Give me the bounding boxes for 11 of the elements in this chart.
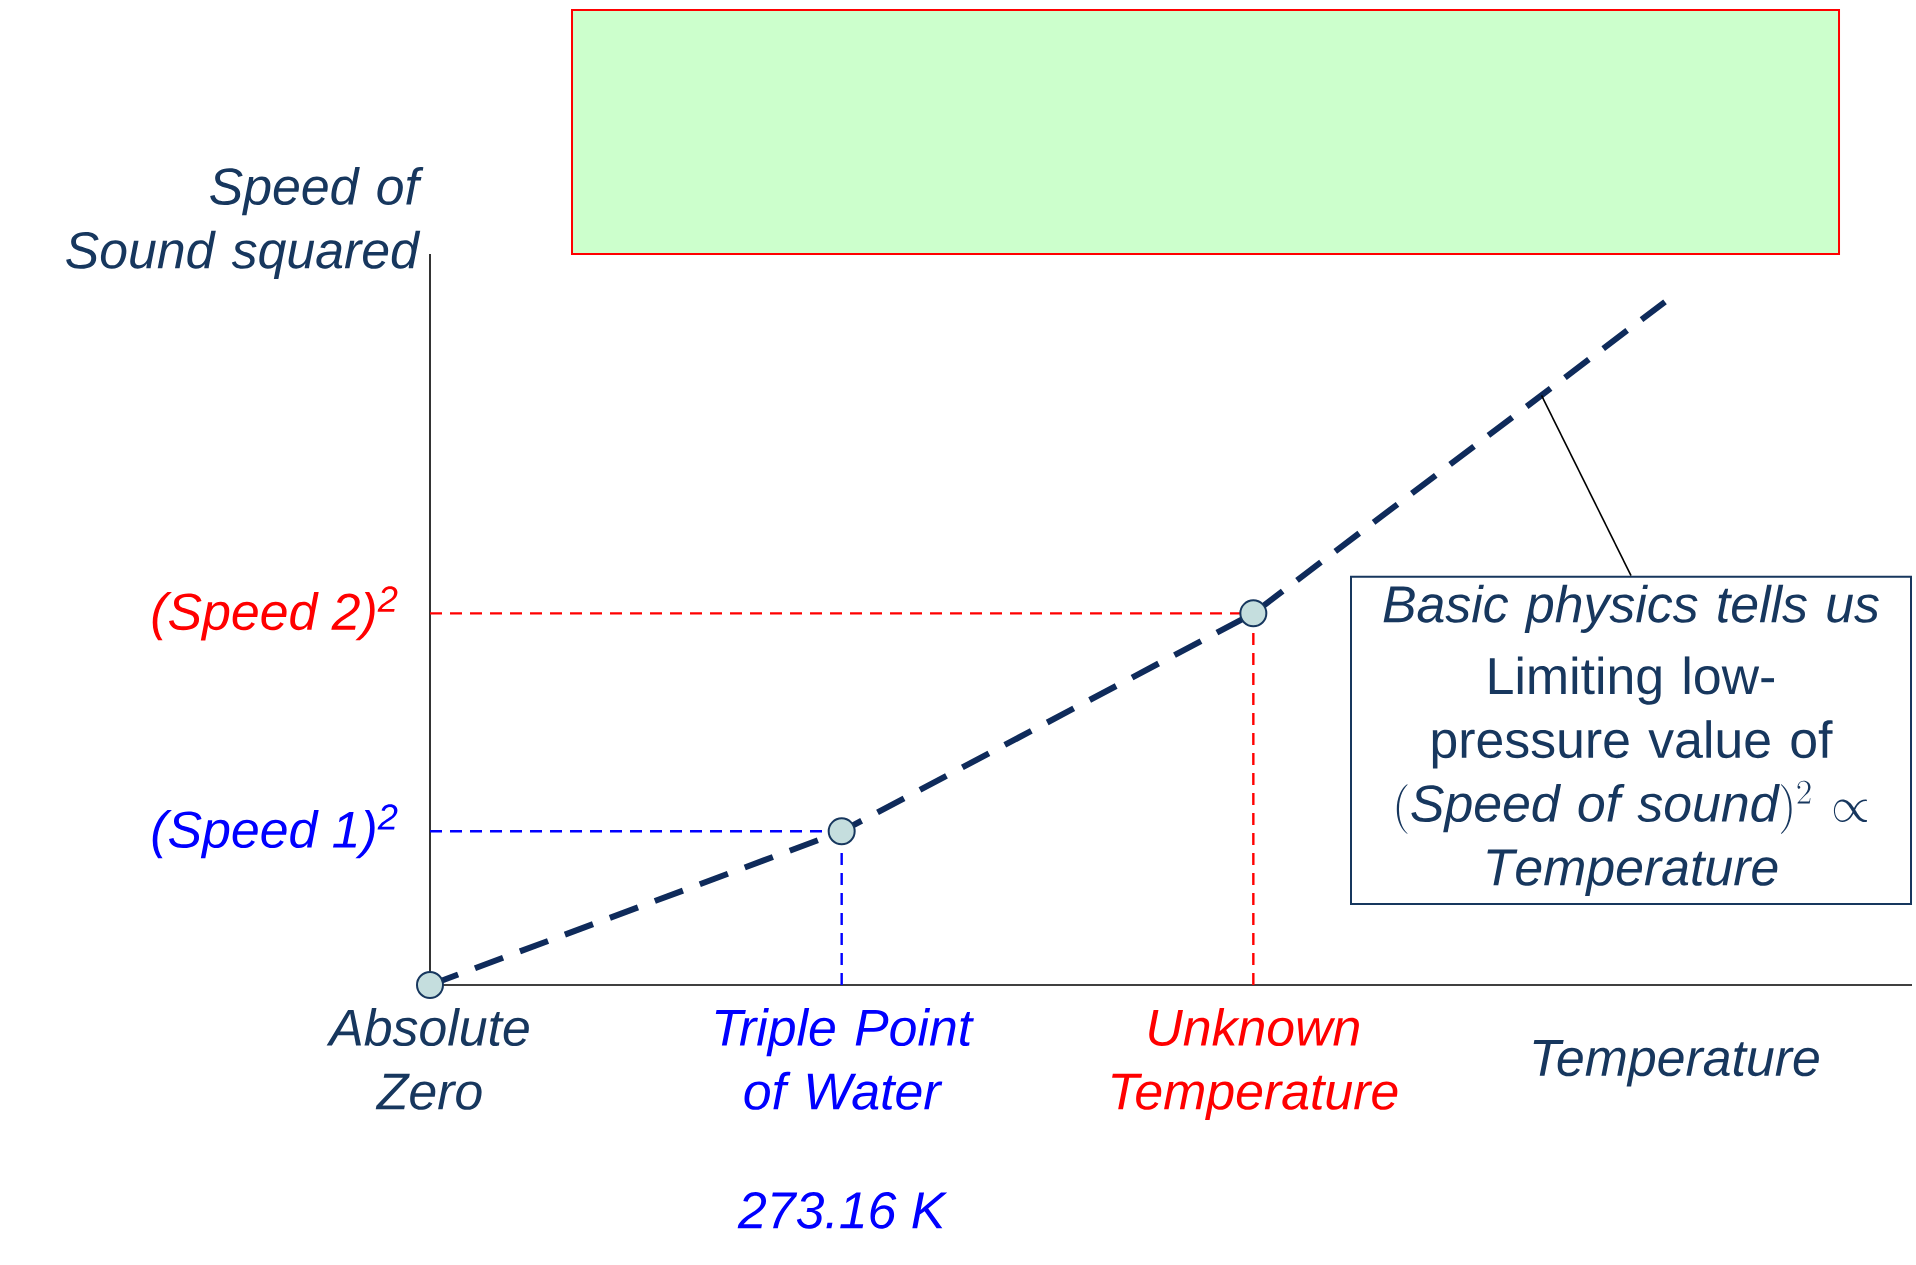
x-tick-label: Triple Point of Water — [715, 1008, 974, 1110]
x-axis-title: Temperature — [1533, 1040, 1819, 1087]
ref-line-label: (Speed 2)$^{2}$ — [152, 586, 398, 641]
x-tick-label: Unknown Temperature — [1112, 1008, 1398, 1121]
annotation: Limiting low-pressure value of — [1432, 656, 1833, 769]
x-tick-label: Absolute Zero — [326, 1008, 529, 1110]
ref-line-label: (Speed 1)$^{2}$ — [152, 804, 398, 859]
y-axis-title: Speed of Sound squared — [66, 166, 424, 279]
text: 273.16 K — [737, 1192, 948, 1229]
annotation: Basic physics tells us — [1383, 584, 1879, 633]
annotation: $(\mathit{Speed\ of\ sound})^{2}\propto \mathit{Temperature}$ — [1396, 780, 1867, 896]
